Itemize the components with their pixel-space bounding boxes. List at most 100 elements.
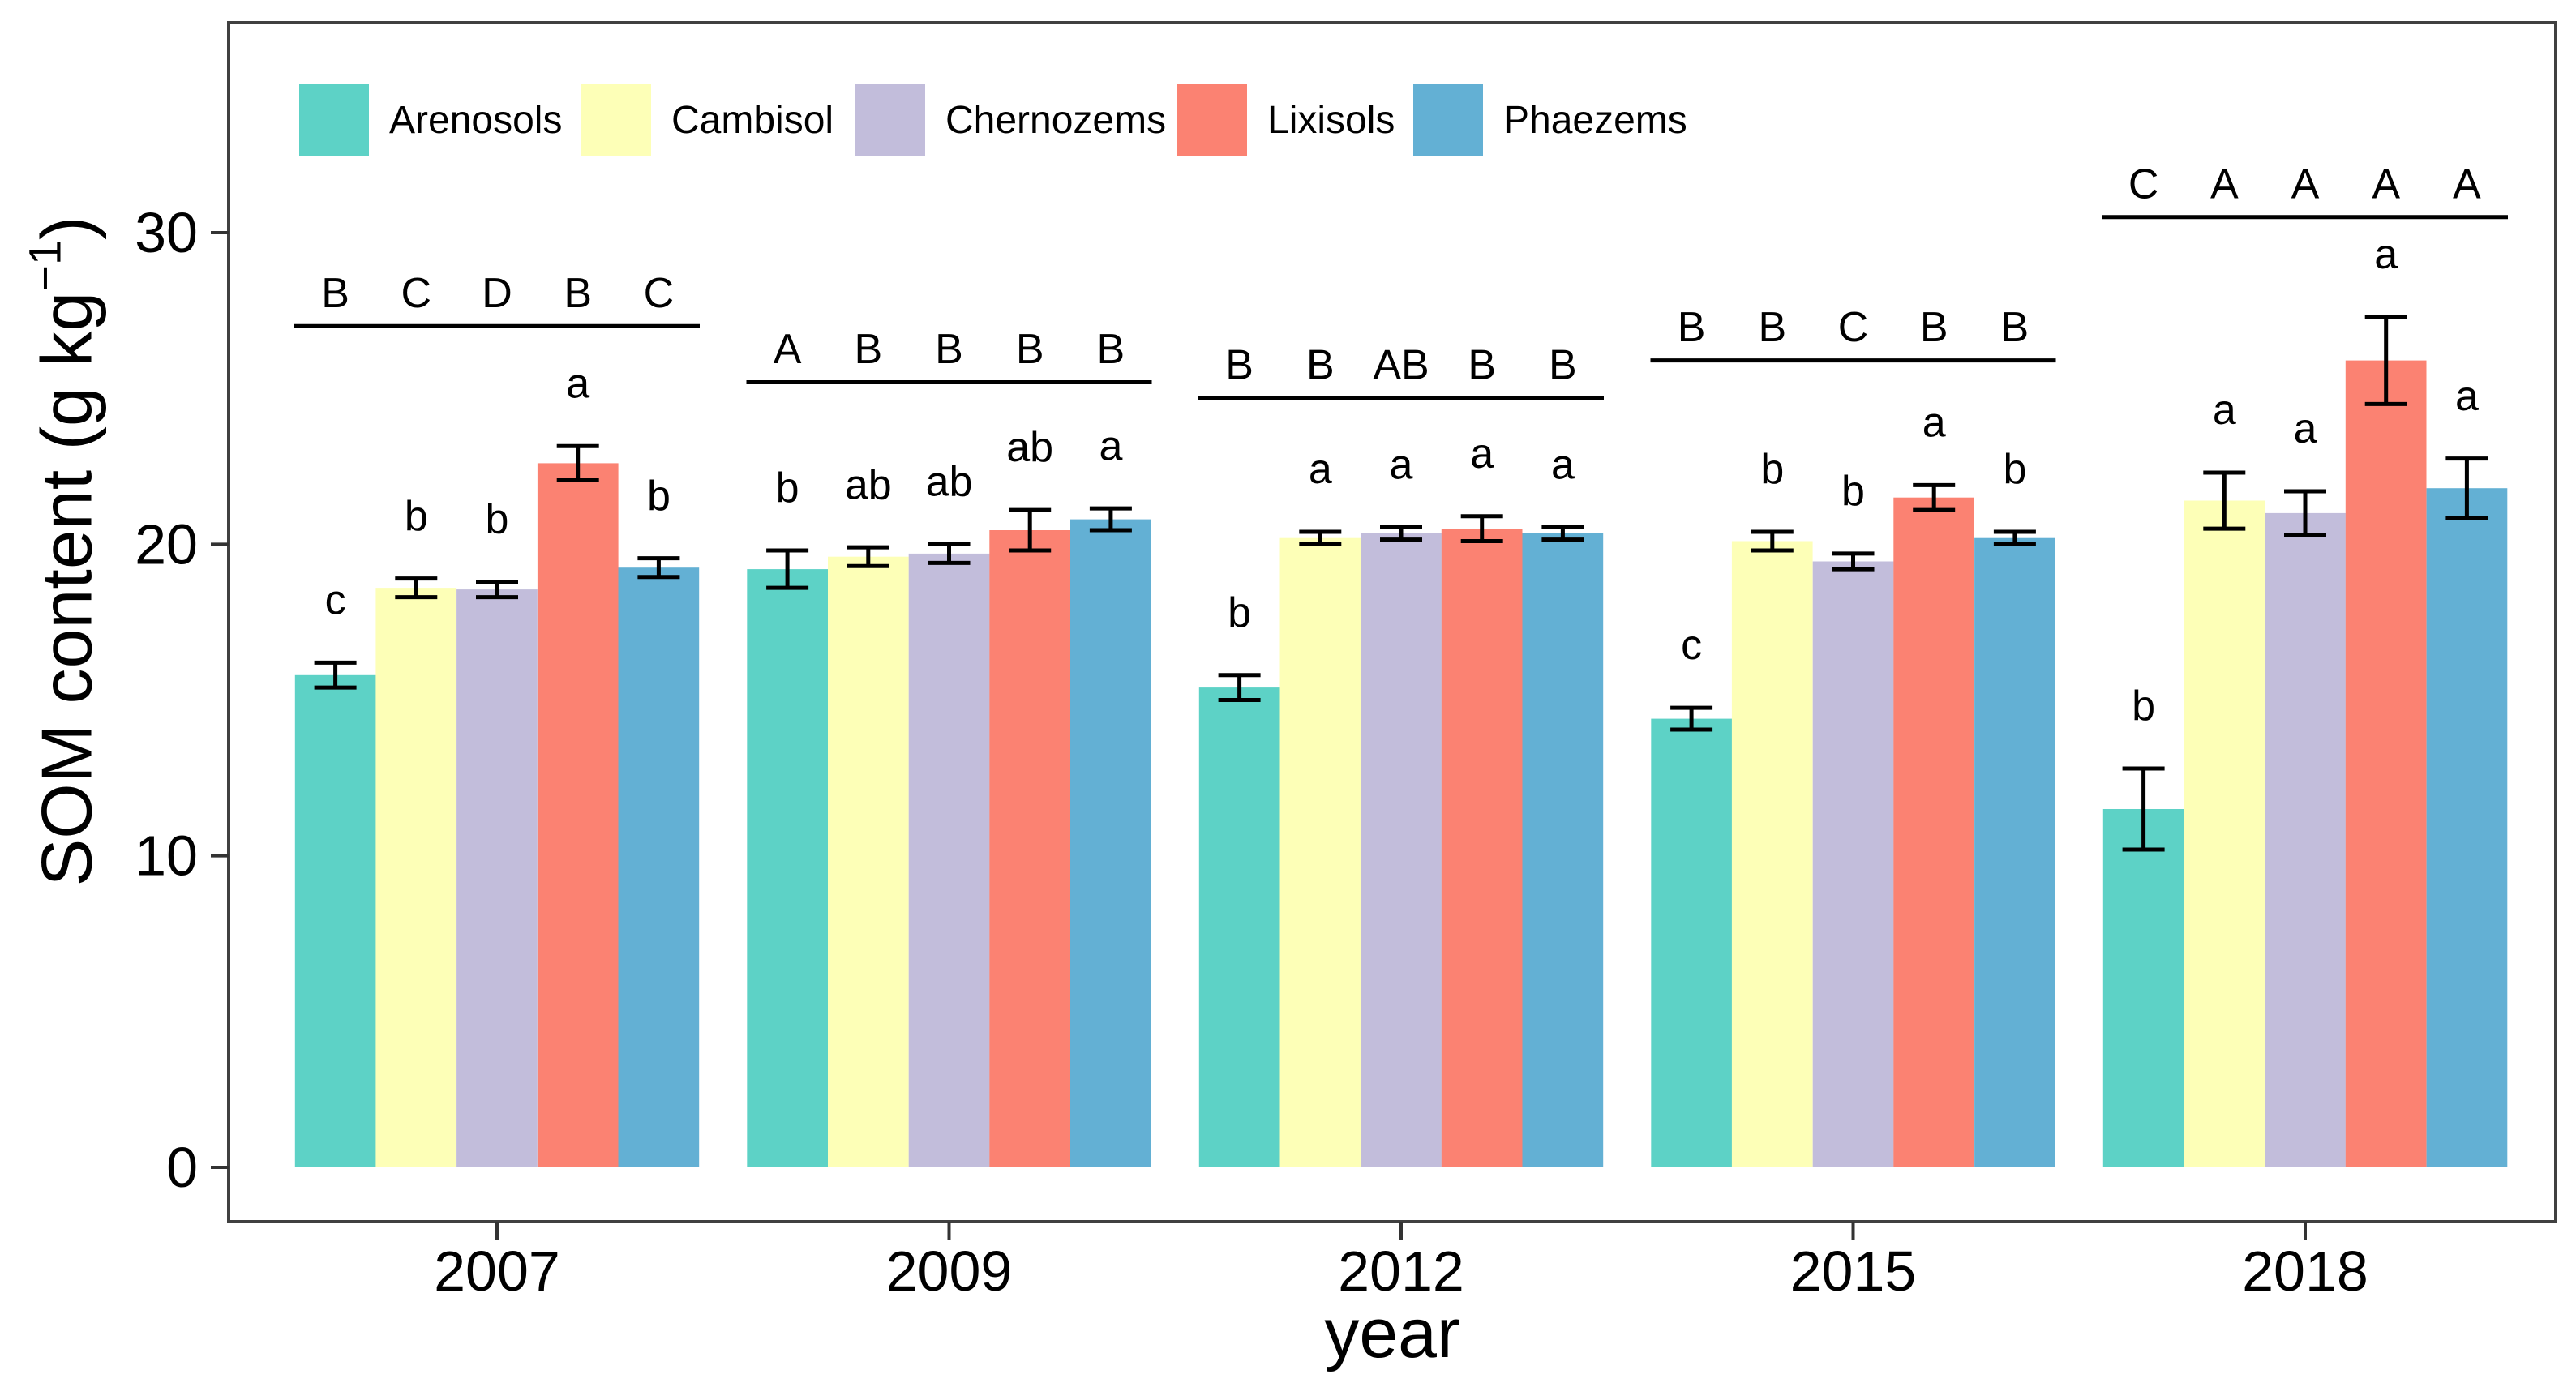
y-tick-label-20: 20 [135, 512, 198, 576]
letter-lower-lixisols-2009: ab [1006, 424, 1053, 471]
letter-lower-phaezems-2018: a [2455, 373, 2479, 420]
bar-chernozems-2012 [1361, 533, 1442, 1167]
bar-cambisol-2015 [1731, 541, 1813, 1167]
letter-lower-chernozems-2009: ab [926, 458, 973, 505]
bar-lixisols-2007 [537, 463, 619, 1167]
panel-border [227, 21, 2557, 1223]
bar-cambisol-2012 [1279, 537, 1361, 1167]
letter-upper-2012-arenosols: B [1225, 341, 1254, 388]
letter-lower-cambisol-2007: b [405, 493, 428, 540]
letter-lower-lixisols-2012: a [1470, 430, 1494, 477]
bar-cambisol-2009 [828, 556, 909, 1167]
letter-upper-2015-arenosols: B [1678, 304, 1706, 351]
y-axis-title: SOM content (g kg−1) [19, 216, 109, 887]
y-tick-label-10: 10 [135, 824, 198, 888]
y-axis-title-close: ) [26, 216, 107, 240]
y-axis-title-text: SOM content (g kg [26, 291, 107, 887]
x-tick-label-2009: 2009 [886, 1240, 1013, 1303]
letter-lower-chernozems-2015: b [1841, 468, 1865, 515]
letter-upper-2007-lixisols: B [564, 270, 592, 317]
letter-lower-chernozems-2012: a [1390, 441, 1413, 488]
letter-upper-2015-cambisol: B [1758, 304, 1786, 351]
y-tick-label-30: 30 [135, 201, 198, 264]
letter-lower-arenosols-2007: c [325, 577, 346, 624]
letter-lower-chernozems-2018: a [2294, 405, 2317, 452]
x-tick-label-2007: 2007 [434, 1240, 560, 1303]
bar-lixisols-2018 [2345, 360, 2427, 1168]
bar-chernozems-2007 [456, 589, 538, 1167]
y-tick-label-0: 0 [166, 1136, 198, 1199]
bar-arenosols-2012 [1198, 687, 1280, 1167]
bar-cambisol-2007 [375, 588, 457, 1167]
letter-upper-2012-lixisols: B [1468, 341, 1496, 388]
bar-arenosols-2018 [2102, 809, 2184, 1167]
letter-lower-phaezems-2009: a [1099, 422, 1122, 469]
letter-upper-2007-phaezems: C [644, 270, 675, 317]
x-tick-label-2012: 2012 [1338, 1240, 1464, 1303]
letter-lower-chernozems-2007: b [486, 496, 509, 543]
legend-label-cambisol: Cambisol [671, 98, 834, 142]
letter-upper-2009-arenosols: A [774, 326, 802, 373]
letter-upper-2018-lixisols: A [2372, 161, 2400, 208]
legend-key-lixisols [1177, 84, 1247, 156]
letter-lower-lixisols-2018: a [2374, 231, 2398, 278]
letter-upper-2018-chernozems: A [2291, 161, 2320, 208]
legend-label-lixisols: Lixisols [1267, 98, 1395, 142]
legend-label-chernozems: Chernozems [945, 98, 1167, 142]
bar-phaezems-2009 [1070, 519, 1151, 1167]
letter-upper-2018-arenosols: C [2128, 161, 2159, 208]
legend-label-phaezems: Phaezems [1503, 98, 1687, 142]
letter-upper-2018-phaezems: A [2453, 161, 2481, 208]
legend-label-arenosols: Arenosols [389, 98, 563, 142]
letter-lower-arenosols-2018: b [2132, 683, 2155, 730]
y-axis-title-superscript: −1 [19, 239, 71, 292]
letter-lower-lixisols-2007: a [566, 360, 589, 407]
legend-key-phaezems [1413, 84, 1483, 156]
bar-phaezems-2007 [618, 567, 700, 1167]
legend-item-chernozems: Chernozems [855, 84, 1166, 156]
letter-upper-2007-chernozems: D [482, 270, 512, 317]
x-axis-title: year [1324, 1295, 1460, 1372]
bar-arenosols-2009 [747, 569, 828, 1167]
x-tick-label-2018: 2018 [2242, 1240, 2368, 1303]
letter-upper-2012-phaezems: B [1549, 341, 1577, 388]
bar-phaezems-2015 [1974, 537, 2055, 1167]
legend-key-arenosols [299, 84, 369, 156]
bar-lixisols-2015 [1893, 497, 1974, 1167]
bar-chernozems-2009 [908, 553, 990, 1167]
letter-upper-2012-cambisol: B [1306, 341, 1335, 388]
letter-lower-arenosols-2009: b [776, 465, 799, 512]
legend-item-arenosols: Arenosols [299, 84, 562, 156]
letter-lower-phaezems-2012: a [1551, 441, 1575, 488]
letter-lower-cambisol-2009: ab [845, 461, 892, 508]
x-tick-label-2015: 2015 [1790, 1240, 1917, 1303]
letter-upper-2009-phaezems: B [1097, 326, 1125, 373]
letter-upper-2015-chernozems: C [1838, 304, 1869, 351]
letter-lower-arenosols-2015: c [1681, 622, 1702, 669]
legend-item-phaezems: Phaezems [1413, 84, 1687, 156]
letter-lower-cambisol-2018: a [2213, 387, 2236, 434]
letter-upper-2009-lixisols: B [1016, 326, 1044, 373]
legend-item-lixisols: Lixisols [1177, 84, 1395, 156]
bar-cambisol-2018 [2184, 500, 2265, 1167]
letter-upper-2007-arenosols: B [321, 270, 349, 317]
letter-upper-2015-phaezems: B [2001, 304, 2030, 351]
bar-phaezems-2018 [2426, 488, 2508, 1167]
bar-lixisols-2012 [1441, 529, 1523, 1167]
legend-key-cambisol [581, 84, 651, 156]
letter-upper-2007-cambisol: C [401, 270, 432, 317]
letter-lower-phaezems-2015: b [2003, 446, 2026, 493]
letter-lower-arenosols-2012: b [1228, 589, 1251, 636]
letter-lower-phaezems-2007: b [647, 473, 671, 520]
legend-item-cambisol: Cambisol [581, 84, 834, 156]
letter-lower-cambisol-2015: b [1760, 446, 1784, 493]
letter-lower-lixisols-2015: a [1922, 399, 1946, 446]
bar-chernozems-2015 [1812, 561, 1894, 1167]
bar-lixisols-2009 [989, 530, 1070, 1167]
bar-arenosols-2007 [294, 674, 376, 1167]
letter-upper-2009-cambisol: B [854, 326, 882, 373]
bar-chernozems-2018 [2265, 512, 2346, 1167]
letter-lower-cambisol-2012: a [1309, 446, 1332, 493]
